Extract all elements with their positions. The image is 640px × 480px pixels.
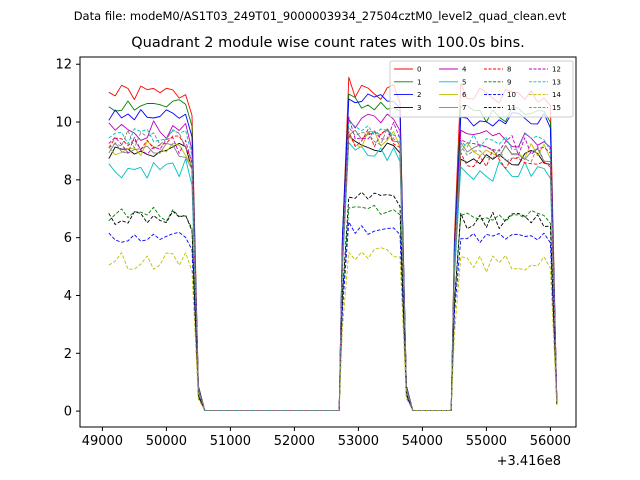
legend-label-14: 14 — [552, 91, 561, 99]
series-line-11 — [108, 191, 558, 411]
axes-frame — [79, 56, 577, 428]
series-line-8 — [108, 128, 558, 411]
y-tick-label: 10 — [55, 116, 72, 131]
x-tick-label: 51000 — [210, 434, 251, 449]
x-tick-label: 49000 — [82, 434, 123, 449]
series-layer — [108, 76, 558, 411]
legend-label-11: 11 — [507, 104, 516, 112]
y-tick-label: 8 — [64, 173, 72, 188]
y-tick-label: 12 — [55, 58, 72, 73]
x-offset-label: +3.416e8 — [497, 454, 561, 469]
series-line-6 — [108, 130, 558, 411]
x-tick-label: 56000 — [530, 434, 571, 449]
legend-label-7: 7 — [462, 104, 466, 112]
y-tick-label: 4 — [64, 289, 72, 304]
series-line-3 — [108, 135, 558, 411]
legend-label-9: 9 — [507, 78, 511, 86]
chart-title: Quadrant 2 module wise count rates with … — [131, 35, 525, 51]
x-tick-label: 53000 — [338, 434, 379, 449]
legend-label-5: 5 — [462, 78, 466, 86]
series-line-13 — [108, 120, 558, 411]
legend-label-12: 12 — [552, 66, 561, 74]
y-tick-label: 0 — [64, 405, 72, 420]
series-line-14 — [108, 247, 558, 411]
x-tick-label: 54000 — [402, 434, 443, 449]
x-tick-label: 52000 — [274, 434, 315, 449]
x-tick-label: 55000 — [466, 434, 507, 449]
legend-box — [389, 60, 574, 118]
x-tick-label: 50000 — [146, 434, 187, 449]
legend-label-10: 10 — [507, 91, 516, 99]
series-line-5 — [108, 141, 558, 411]
y-tick-label: 6 — [64, 231, 72, 246]
series-line-9 — [108, 204, 558, 411]
legend-label-3: 3 — [417, 104, 421, 112]
legend-label-13: 13 — [552, 78, 561, 86]
series-line-7 — [108, 128, 558, 411]
tick-layer: 49000 50000 51000 52000 53000 54000 55000 56000… — [55, 58, 571, 449]
legend-label-8: 8 — [507, 66, 511, 74]
series-line-2 — [108, 93, 558, 411]
y-tick-label: 2 — [64, 347, 72, 362]
series-line-1 — [108, 93, 558, 411]
legend-label-0: 0 — [417, 66, 421, 74]
legend-label-15: 15 — [552, 104, 561, 112]
series-line-0 — [108, 76, 558, 411]
legend-label-2: 2 — [417, 91, 421, 99]
legend-label-6: 6 — [462, 91, 467, 99]
legend-label-1: 1 — [417, 78, 421, 86]
series-line-15 — [108, 126, 558, 411]
series-line-10 — [108, 221, 558, 411]
data-file-label: Data file: modeM0/AS1T03_249T01_90000039… — [73, 9, 567, 23]
legend-label-4: 4 — [462, 66, 467, 74]
